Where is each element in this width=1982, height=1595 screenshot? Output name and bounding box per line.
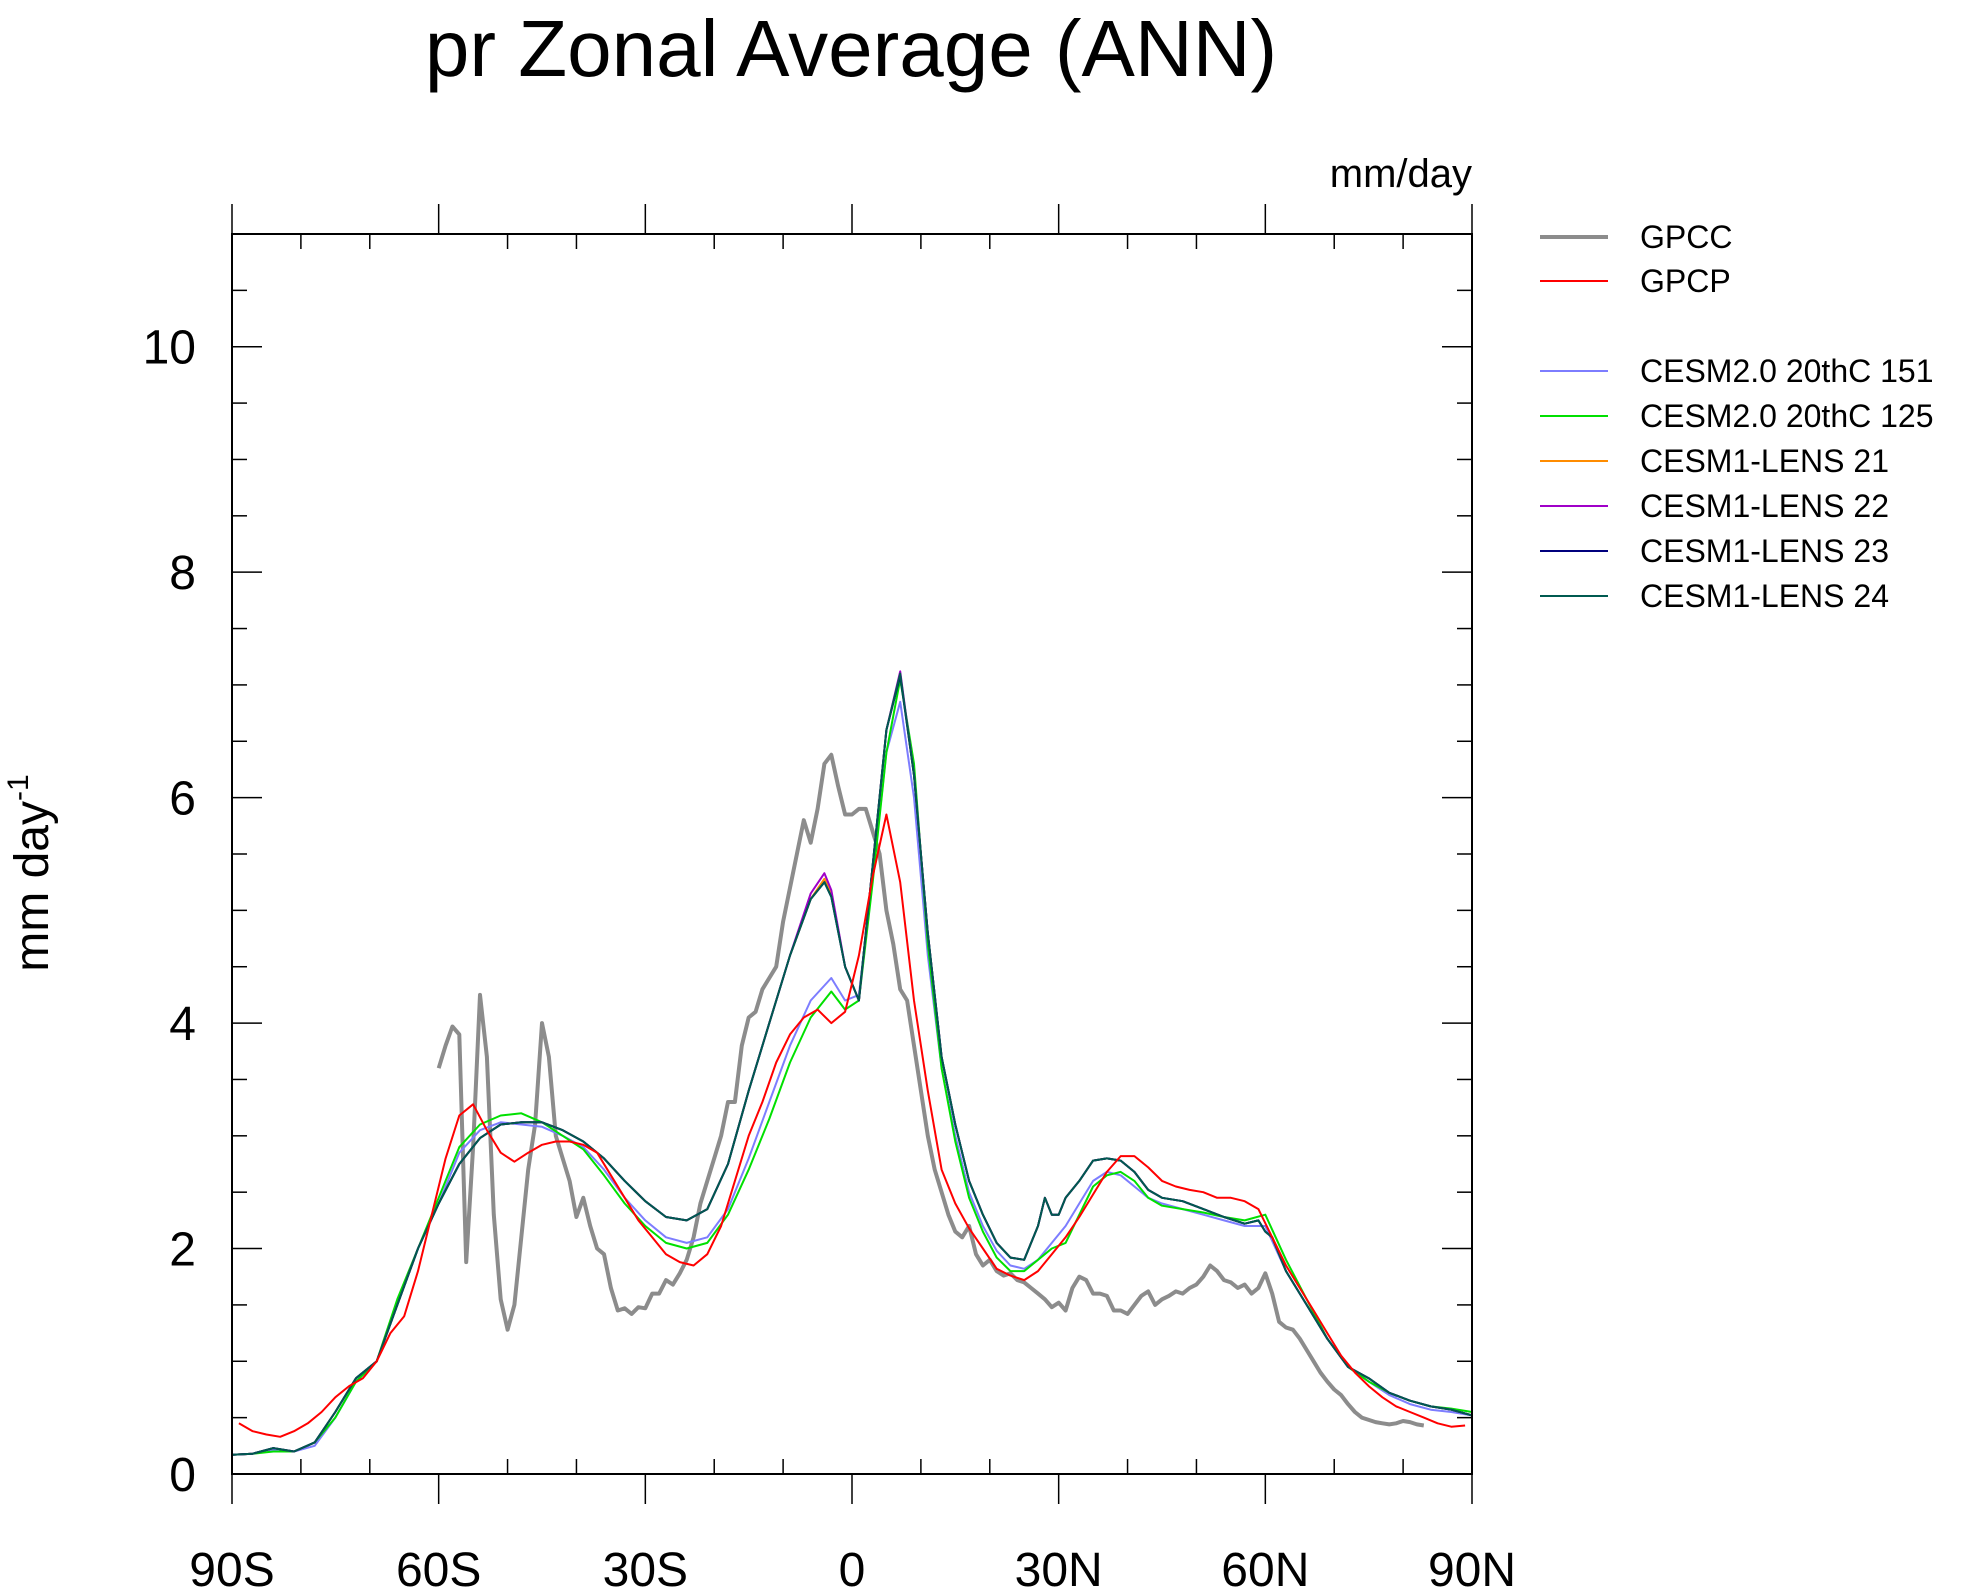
y-tick-label: 0 (169, 1449, 196, 1502)
x-tick-labels: 90S 60S 30S 0 30N 60N 90N (189, 1544, 1516, 1595)
series-line-cesm2-0-20thc-125 (231, 678, 1473, 1456)
x-tick-label: 30S (603, 1544, 688, 1595)
x-tick-label: 60S (396, 1544, 481, 1595)
series-line-cesm1-lens-21 (231, 672, 1473, 1456)
y-tick-label: 10 (143, 322, 196, 375)
series-line-gpcc (436, 752, 1425, 1428)
series-line-cesm1-lens-24 (231, 672, 1473, 1456)
y-axis-label: mm day (6, 801, 59, 972)
x-tick-label: 90N (1428, 1544, 1516, 1595)
y-tick-labels: 0 2 4 6 8 10 (143, 322, 196, 1502)
legend-entry: CESM1-LENS 23 (1640, 533, 1889, 569)
y-axis-label-superscript: -1 (2, 774, 35, 801)
legend-entry: GPCC (1640, 219, 1732, 255)
series-line-cesm1-lens-22 (231, 670, 1473, 1456)
series-line-cesm2-0-20thc-151 (231, 700, 1473, 1456)
y-tick-label: 4 (169, 998, 196, 1051)
legend-entry: CESM1-LENS 22 (1640, 488, 1889, 524)
series-line-cesm1-lens-23 (231, 674, 1473, 1456)
legend-entry: CESM1-LENS 21 (1640, 443, 1889, 479)
plot-frame (231, 233, 1473, 1475)
y-tick-label: 8 (169, 547, 196, 600)
series-lines (231, 670, 1473, 1456)
legend-entry: CESM2.0 20thC 125 (1640, 398, 1934, 434)
units-label: mm/day (1330, 152, 1472, 196)
legend: GPCC GPCP CESM2.0 20thC 151 CESM2.0 20thC 1… (1540, 219, 1934, 614)
svg-text:mm day-1: mm day-1 (2, 774, 59, 971)
y-axis-title: mm day-1 (2, 774, 59, 971)
y-tick-label: 6 (169, 773, 196, 826)
x-tick-label: 0 (839, 1544, 866, 1595)
legend-entry: CESM1-LENS 24 (1640, 578, 1889, 614)
series-line-gpcp (238, 813, 1466, 1438)
x-tick-label: 60N (1221, 1544, 1309, 1595)
legend-entry: CESM2.0 20thC 151 (1640, 353, 1934, 389)
legend-entry: GPCP (1640, 263, 1731, 299)
y-tick-label: 2 (169, 1224, 196, 1277)
x-tick-label: 30N (1015, 1544, 1103, 1595)
chart-title: pr Zonal Average (ANN) (425, 4, 1277, 93)
x-tick-label: 90S (189, 1544, 274, 1595)
axis-ticks (231, 204, 1473, 1504)
